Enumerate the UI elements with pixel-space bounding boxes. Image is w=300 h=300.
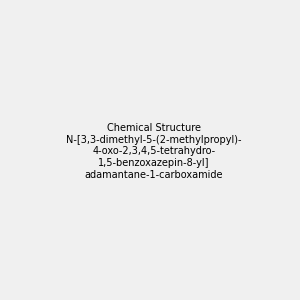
Text: Chemical Structure
N-[3,3-dimethyl-5-(2-methylpropyl)-
4-oxo-2,3,4,5-tetrahydro-: Chemical Structure N-[3,3-dimethyl-5-(2-…: [66, 123, 242, 180]
